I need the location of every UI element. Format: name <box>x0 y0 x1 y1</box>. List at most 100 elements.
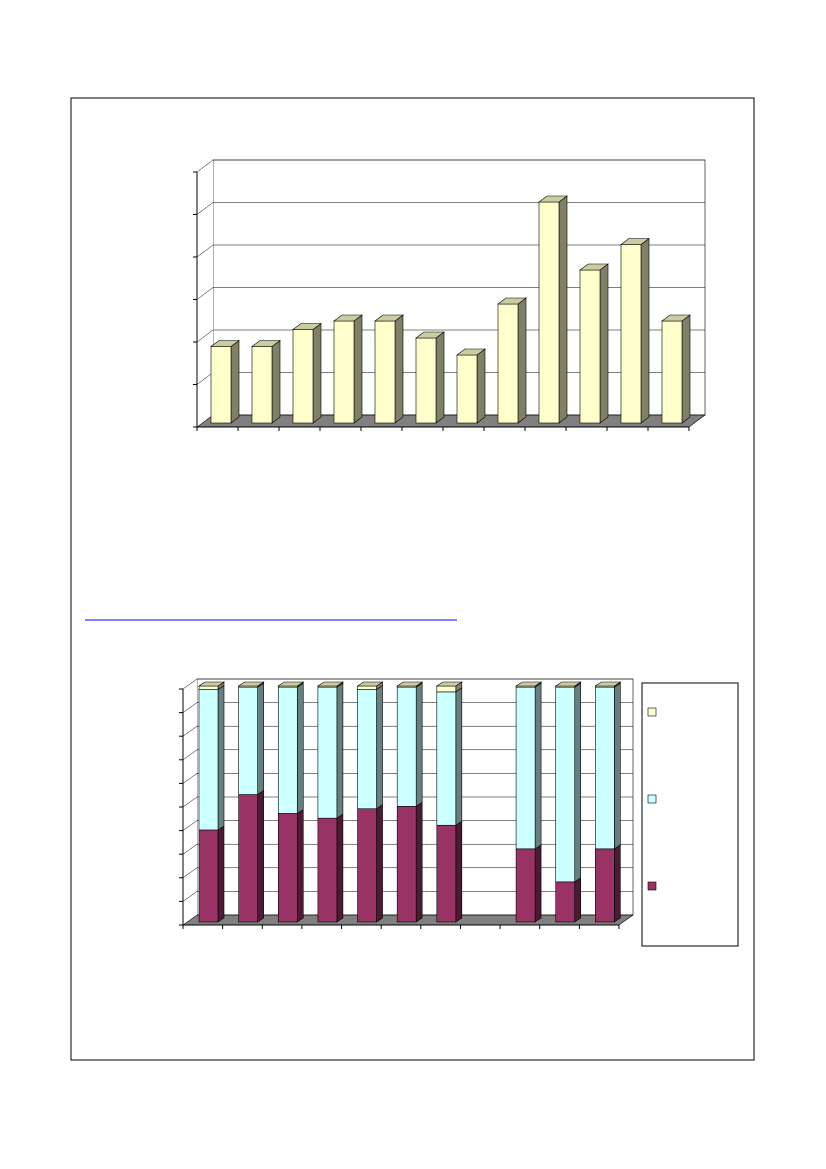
bar <box>415 337 437 424</box>
bar-segment <box>436 824 457 923</box>
bar <box>456 354 478 424</box>
grid-line <box>182 914 633 926</box>
bar-segment <box>515 686 536 850</box>
bar-top <box>292 323 322 330</box>
bar-segment-side <box>336 682 344 819</box>
bar-top <box>538 195 568 203</box>
bar-segment-side <box>415 682 423 807</box>
bar-segment-side <box>574 682 582 883</box>
bar-segment-side <box>217 825 225 923</box>
bar-side <box>435 331 445 424</box>
bar-segment-top <box>356 681 384 687</box>
bar <box>661 320 683 424</box>
bar-segment <box>317 817 338 923</box>
bar-segment-top <box>554 681 582 687</box>
bar <box>374 320 396 424</box>
bar-segment-side <box>336 813 344 923</box>
bar-segment-side <box>455 687 463 826</box>
bar-side <box>394 314 404 424</box>
bar-segment-side <box>217 684 225 831</box>
bar-top <box>333 314 363 322</box>
bar-top <box>579 263 609 271</box>
bar-top <box>374 314 404 322</box>
bar-side <box>517 297 527 424</box>
bar-segment-top <box>396 681 424 687</box>
legend-swatch <box>647 707 657 717</box>
bar-top <box>251 340 281 347</box>
bar-segment <box>357 689 377 810</box>
bar-segment-side <box>376 684 383 810</box>
bar-side <box>599 263 609 424</box>
grid-line <box>182 796 633 808</box>
bar-segment <box>277 813 298 923</box>
bar-segment-side <box>257 682 264 796</box>
bar-segment <box>277 686 298 814</box>
bar <box>497 303 519 424</box>
bar-segment <box>198 829 219 923</box>
grid-line <box>182 749 633 761</box>
grid-line <box>182 678 633 690</box>
bar-segment <box>595 848 615 923</box>
bar-segment <box>198 685 219 690</box>
grid-line <box>182 891 633 902</box>
bar-segment <box>396 686 417 807</box>
bar-segment <box>357 808 377 923</box>
bar-side <box>558 195 568 424</box>
bar-segment-side <box>534 682 542 850</box>
bar-segment-side <box>534 844 542 923</box>
bar-side <box>312 322 322 424</box>
bar-top <box>456 348 486 356</box>
bar-segment-side <box>574 877 582 923</box>
bar-segment-side <box>296 808 304 923</box>
bar-side <box>271 339 281 424</box>
bar-segment-top <box>316 681 344 687</box>
bar <box>538 201 560 424</box>
bar-segment <box>238 686 258 795</box>
bar-segment <box>198 689 219 831</box>
page-border <box>70 97 755 1061</box>
bar-segment-side <box>614 844 621 923</box>
bar-segment-side <box>455 820 463 923</box>
bar-top <box>210 340 240 347</box>
grid-line <box>196 159 705 173</box>
bar-segment <box>515 848 536 923</box>
bar <box>579 269 601 424</box>
bar-side <box>230 339 240 424</box>
bar-segment <box>555 881 576 923</box>
bar-top <box>620 238 650 245</box>
legend-swatch <box>647 794 657 804</box>
bar-segment <box>555 686 576 883</box>
bar-segment <box>595 686 615 850</box>
bar-segment <box>317 686 338 819</box>
bar <box>333 320 355 424</box>
bar-segment <box>238 794 258 923</box>
bar-segment-side <box>296 682 304 815</box>
grid-line <box>182 702 633 713</box>
bar-segment-top <box>277 681 305 687</box>
bar-segment <box>357 685 377 690</box>
bar <box>620 244 642 424</box>
bar-segment <box>436 691 457 826</box>
bar-segment-top <box>435 681 463 687</box>
bar <box>210 346 232 424</box>
bar-side <box>640 237 650 424</box>
bar-segment-top <box>594 681 622 687</box>
bar-segment-side <box>614 682 621 850</box>
bar-top <box>415 331 445 339</box>
bar <box>292 329 314 424</box>
bar-segment-top <box>198 681 225 687</box>
bar-side <box>476 348 486 424</box>
legend-swatch <box>647 881 657 891</box>
grid-line <box>182 843 633 855</box>
bar-segment-top <box>515 681 543 687</box>
bar-segment-side <box>415 801 423 923</box>
bar-segment-side <box>257 789 264 923</box>
bar-segment <box>396 806 417 923</box>
grid-line <box>182 725 633 737</box>
legend-box <box>641 682 739 947</box>
bar <box>251 346 273 424</box>
bar-side <box>353 314 363 424</box>
bar-segment-top <box>237 681 265 687</box>
bar-segment-side <box>376 804 383 923</box>
grid-line <box>182 773 633 784</box>
